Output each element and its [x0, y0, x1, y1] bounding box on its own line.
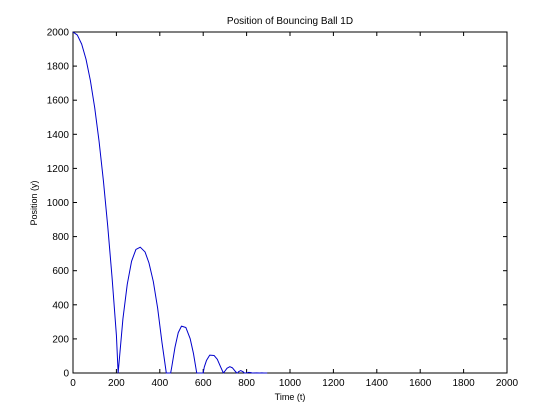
- x-tick-label: 600: [195, 378, 212, 389]
- axes-box: [72, 31, 508, 374]
- x-tick-label: 1200: [322, 378, 345, 389]
- x-tick-label: 1000: [279, 378, 302, 389]
- x-tick-label: 1800: [452, 378, 475, 389]
- plot-area: 0 200 400 600 800 1000 1200 1400 1600 1800 2000 0 20…: [47, 28, 519, 390]
- y-tick-label: 200: [52, 334, 69, 345]
- series-line: [72, 31, 268, 374]
- y-tick-label: 0: [63, 369, 69, 380]
- y-tick-label: 1800: [47, 62, 70, 73]
- x-tick-label: 2000: [496, 378, 519, 389]
- y-tick-label: 1400: [47, 130, 70, 141]
- y-tick-label: 600: [52, 266, 69, 277]
- y-tick-label: 400: [52, 300, 69, 311]
- x-tick-label: 1400: [366, 378, 389, 389]
- x-tick-label: 800: [238, 378, 255, 389]
- x-axis-label: Time (t): [275, 392, 306, 402]
- y-tick-label: 2000: [47, 28, 70, 39]
- x-tick-label: 200: [108, 378, 125, 389]
- y-tick-label: 1600: [47, 96, 70, 107]
- y-tick-label: 800: [52, 232, 69, 243]
- x-tick-label: 1600: [409, 378, 432, 389]
- x-tick-label: 400: [151, 378, 168, 389]
- y-tick-label: 1200: [47, 164, 70, 175]
- x-tick-label: 0: [70, 378, 76, 389]
- y-tick-label: 1000: [47, 198, 70, 209]
- y-axis-label: Position (y): [29, 180, 39, 225]
- chart-title: Position of Bouncing Ball 1D: [227, 16, 353, 27]
